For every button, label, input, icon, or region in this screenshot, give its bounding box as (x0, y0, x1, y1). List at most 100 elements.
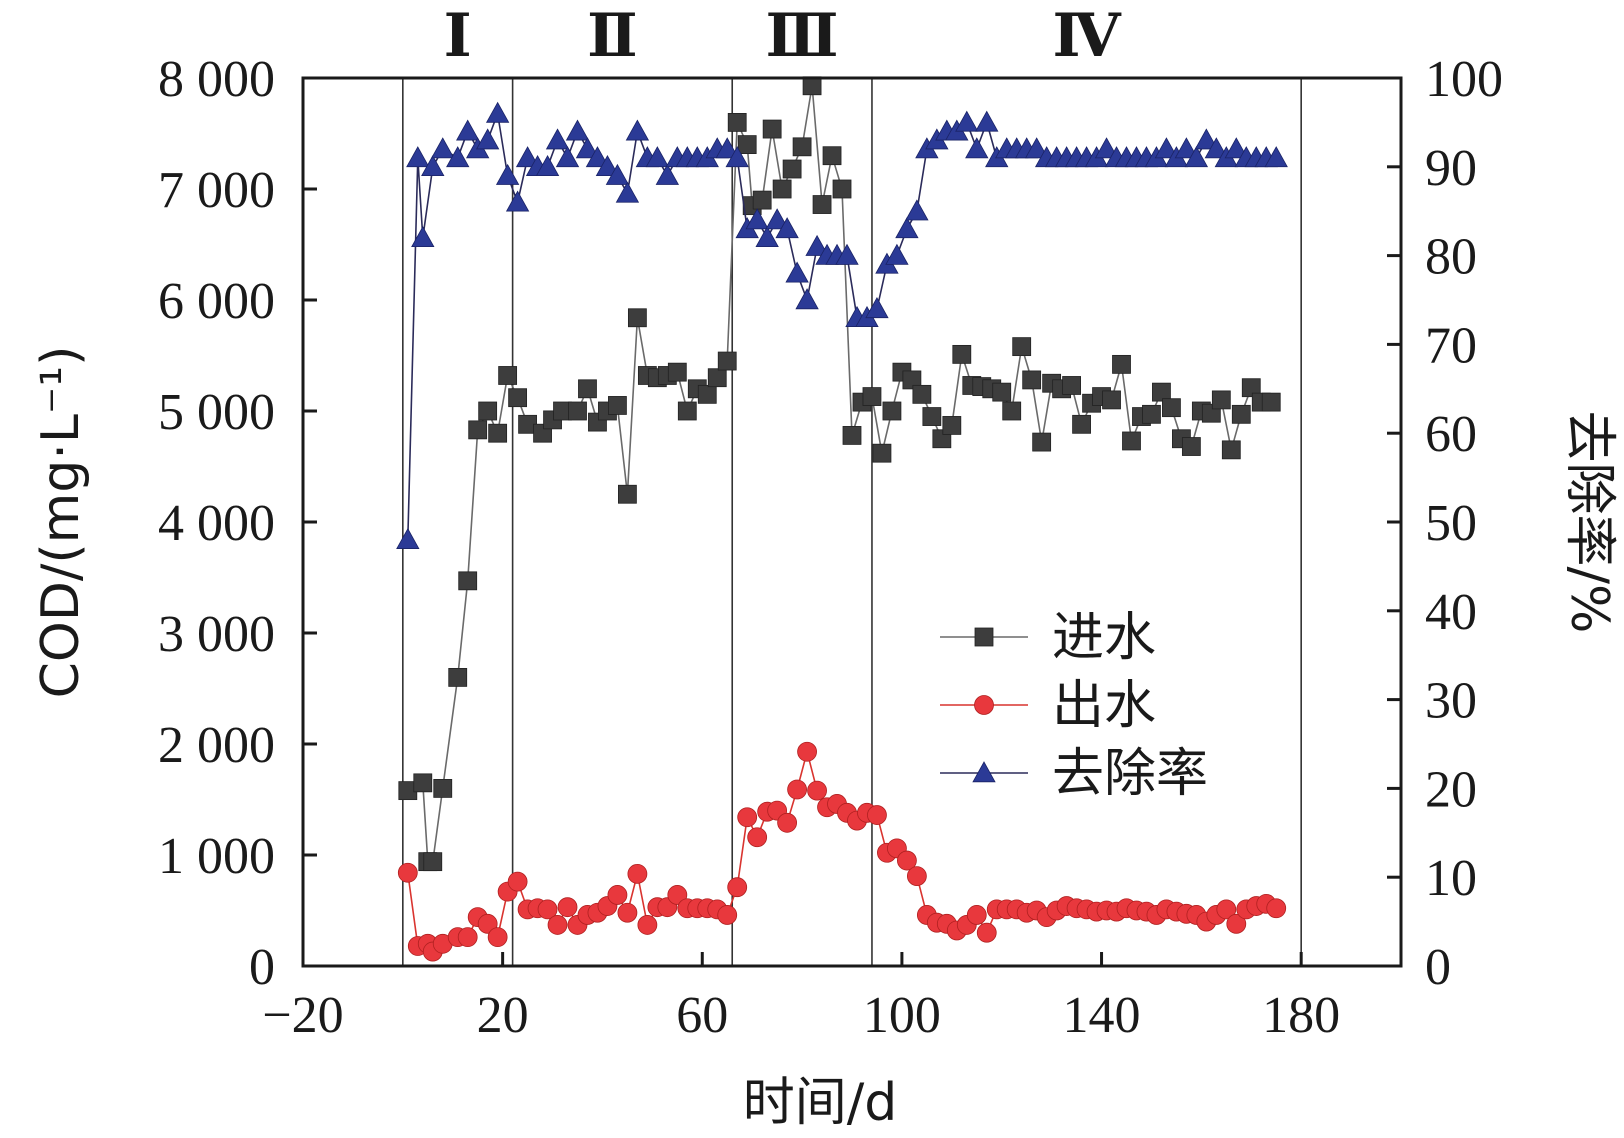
data-point (745, 208, 769, 230)
data-point (1162, 398, 1181, 418)
data-point (578, 379, 597, 399)
data-point (942, 416, 962, 435)
data-point (477, 913, 498, 934)
phase-label: Ⅳ (1053, 3, 1122, 69)
data-point (725, 146, 749, 168)
legend-marker (974, 695, 994, 715)
data-point (812, 195, 832, 214)
data-point (507, 871, 528, 892)
left-y-axis: 0 1 000 2 000 3 000 4 000 5 000 6 000 7 000 8 00… (158, 51, 317, 996)
data-point (1142, 404, 1161, 424)
data-point (715, 137, 739, 159)
data-point (1022, 370, 1042, 390)
data-point (1152, 382, 1171, 402)
data-point (952, 344, 972, 364)
x-axis: −20 20 60 100 140 180 (262, 952, 1340, 1044)
x-tick-label: 20 (477, 987, 529, 1044)
data-point (775, 217, 799, 239)
data-point (976, 922, 997, 943)
y-tick-label: 6 000 (158, 273, 275, 330)
data-point (752, 190, 772, 210)
y2-tick-label: 50 (1425, 495, 1477, 552)
phase-label: Ⅱ (587, 3, 638, 69)
right-y-axis: 0 10 20 30 40 50 60 70 80 90 100 (1387, 51, 1503, 996)
data-point (805, 234, 829, 256)
series-group (397, 741, 1287, 962)
data-point (625, 119, 650, 141)
data-point (765, 208, 789, 230)
data-point (1224, 137, 1248, 159)
data-point (468, 420, 488, 440)
y-tick-label: 3 000 (158, 606, 275, 663)
data-point (485, 101, 510, 123)
x-tick-label: −20 (262, 987, 343, 1044)
data-point (755, 226, 779, 248)
y2-tick-label: 0 (1425, 939, 1451, 996)
data-point (406, 146, 430, 168)
data-point (762, 119, 782, 139)
data-point (667, 885, 688, 905)
data-point (515, 146, 540, 168)
data-point (787, 779, 807, 800)
data-point (446, 146, 470, 168)
data-point (498, 366, 518, 385)
data-point (565, 119, 590, 141)
data-point (617, 902, 638, 923)
data-point (747, 827, 768, 848)
data-point (475, 128, 500, 150)
data-point (1024, 137, 1049, 159)
data-point (906, 866, 927, 886)
data-point (1002, 401, 1022, 421)
x-tick-label: 140 (1063, 987, 1141, 1044)
phase-label: Ⅰ (444, 3, 472, 69)
data-point (862, 387, 882, 406)
data-point (478, 401, 498, 421)
data-point (697, 384, 717, 404)
data-point (772, 179, 792, 199)
data-point (1181, 437, 1201, 456)
data-point (885, 243, 909, 265)
data-point (975, 110, 999, 132)
y-tick-label: 1 000 (158, 828, 275, 885)
data-point (1184, 146, 1209, 168)
y2-tick-label: 30 (1425, 673, 1477, 730)
y-tick-label: 0 (249, 939, 275, 996)
data-point (1122, 431, 1141, 451)
phase-boundaries (402, 78, 1302, 966)
data-point (842, 426, 862, 445)
y-tick-label: 8 000 (158, 51, 275, 108)
x-axis-title: 时间/d (743, 1073, 898, 1133)
phase-label: Ⅲ (766, 3, 839, 69)
data-point (667, 362, 687, 382)
y-tick-label: 7 000 (158, 162, 275, 219)
legend-label: 出水 (1052, 676, 1156, 736)
data-point (895, 217, 919, 239)
data-point (902, 370, 922, 390)
plot-frame (301, 76, 1403, 968)
series-group (398, 76, 1281, 872)
data-point (905, 199, 929, 221)
data-point (495, 163, 520, 185)
data-point (1216, 899, 1237, 920)
data-point (575, 137, 600, 159)
data-point (1032, 432, 1052, 452)
data-point (1174, 137, 1199, 159)
data-point (782, 159, 802, 179)
data-point (727, 113, 747, 132)
data-point (615, 181, 640, 203)
data-point (717, 905, 738, 925)
data-point (1211, 390, 1231, 410)
data-point (488, 423, 508, 443)
data-point (618, 484, 637, 504)
data-point (1112, 354, 1131, 374)
series-layer (396, 76, 1288, 962)
data-point (595, 154, 620, 177)
data-point (508, 388, 528, 408)
data-point (547, 915, 568, 935)
data-point (423, 852, 443, 872)
y2-tick-label: 80 (1425, 229, 1477, 286)
data-point (413, 773, 433, 793)
data-point (867, 805, 887, 825)
data-point (832, 179, 852, 199)
